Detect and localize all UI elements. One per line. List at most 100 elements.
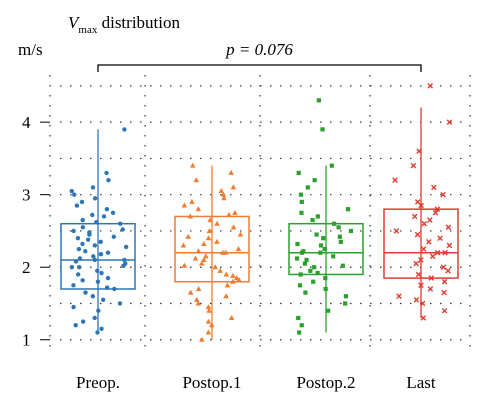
data-point-x (414, 231, 421, 238)
data-point-circle (80, 241, 85, 247)
data-point-square (346, 207, 351, 212)
data-point-circle (91, 254, 96, 259)
data-point-square (336, 225, 341, 230)
data-point-x (441, 289, 447, 296)
data-point-x (420, 246, 427, 252)
data-point-square (297, 283, 303, 288)
data-point-triangle (205, 235, 212, 241)
data-point-triangle (206, 227, 213, 233)
data-point-x (420, 315, 427, 321)
y-tick-label: 1 (22, 331, 31, 350)
data-point-square (305, 185, 310, 190)
data-point-triangle (192, 255, 199, 261)
data-point-triangle (195, 285, 202, 291)
data-point-circle (104, 206, 110, 212)
data-point-square (326, 308, 331, 313)
data-point-triangle (208, 322, 215, 328)
y-tick-label: 3 (22, 186, 31, 205)
data-point-square (338, 239, 343, 244)
data-point-triangle (199, 336, 205, 342)
data-point-triangle (195, 300, 202, 306)
data-point-square (331, 221, 337, 226)
data-point-triangle (193, 177, 200, 183)
data-point-square (302, 261, 308, 266)
data-point-square (321, 236, 326, 241)
data-point-x (441, 278, 448, 285)
data-point-square (312, 265, 317, 270)
data-point-square (295, 241, 300, 247)
data-point-triangle (230, 184, 237, 190)
data-point-triangle (224, 282, 231, 288)
data-point-circle (95, 268, 100, 274)
data-point-square (340, 263, 345, 268)
data-point-circle (83, 290, 88, 295)
data-point-circle (105, 275, 111, 281)
data-point-square (329, 163, 334, 168)
data-point-circle (111, 234, 117, 239)
data-point-triangle (181, 262, 188, 268)
data-point-circle (71, 283, 76, 288)
data-point-triangle (214, 238, 220, 244)
data-point-triangle (230, 224, 237, 230)
data-point-square (337, 234, 342, 239)
data-point-circle (95, 330, 100, 335)
chart-title: Vmax distribution (68, 13, 180, 36)
data-point-triangle (200, 256, 207, 262)
data-point-circle (110, 210, 116, 216)
data-point-circle (92, 196, 98, 201)
data-point-square (348, 228, 354, 234)
data-point-triangle (220, 191, 227, 197)
data-point-circle (99, 270, 104, 276)
data-point-square (314, 232, 319, 237)
data-point-x (427, 286, 434, 292)
data-point-triangle (232, 209, 238, 215)
data-point-square (303, 290, 308, 295)
box-layer (60, 107, 459, 340)
data-point-square (315, 270, 320, 276)
data-point-circle (112, 286, 117, 292)
data-point-circle (98, 239, 103, 245)
data-point-circle (117, 301, 123, 306)
data-point-circle (83, 249, 88, 254)
data-point-square (318, 250, 323, 255)
chart-title-main: V (68, 13, 81, 32)
data-point-square (316, 98, 321, 103)
data-point-x (427, 217, 433, 223)
data-point-square (299, 199, 304, 205)
data-point-x (421, 220, 427, 227)
data-point-circle (99, 326, 104, 332)
data-point-triangle (205, 329, 212, 335)
data-point-circle (92, 257, 97, 263)
data-point-square (312, 178, 317, 183)
data-point-x (418, 257, 424, 263)
data-point-circle (90, 212, 95, 218)
data-point-triangle (237, 231, 244, 237)
data-point-square (301, 249, 306, 254)
data-point-triangle (187, 213, 194, 219)
data-point-x (441, 307, 448, 314)
data-point-x (414, 199, 421, 205)
y-tick-label: 2 (22, 258, 31, 277)
box-iqr (60, 222, 136, 290)
data-point-circle (94, 220, 99, 225)
data-point-circle (120, 227, 125, 232)
data-point-circle (69, 188, 74, 194)
data-point-x (442, 249, 448, 256)
data-point-circle (98, 251, 104, 257)
data-point-x (413, 297, 420, 303)
x-tick-label: Preop. (76, 373, 120, 392)
data-point-circle (77, 265, 82, 270)
data-point-x (428, 275, 435, 281)
data-point-x (413, 260, 419, 267)
data-point-circle (85, 237, 91, 242)
data-point-circle (106, 177, 111, 183)
data-point-triangle (193, 296, 200, 302)
data-point-square (331, 254, 336, 259)
box-iqr (383, 208, 459, 279)
data-point-square (299, 323, 304, 328)
data-point-triangle (195, 248, 202, 254)
data-point-triangle (185, 233, 191, 239)
box-iqr (288, 222, 364, 276)
data-point-circle (76, 246, 82, 252)
data-point-x (434, 249, 441, 256)
